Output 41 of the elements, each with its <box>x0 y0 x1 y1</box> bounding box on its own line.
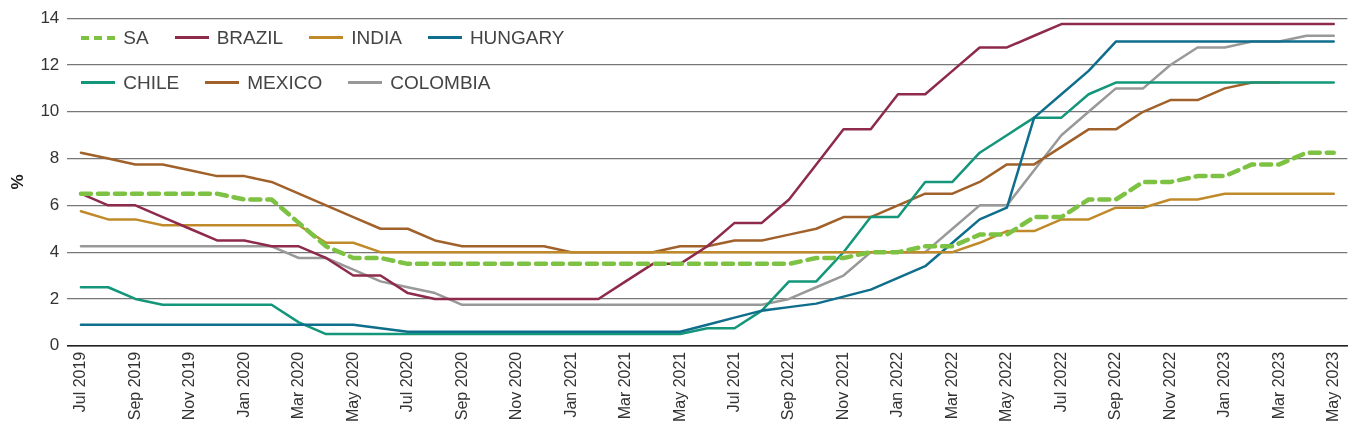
y-tick-label: 10 <box>40 101 60 121</box>
y-tick-label: 4 <box>49 241 60 261</box>
x-tick-label: Jul 2021 <box>724 351 742 413</box>
x-tick-label: Jul 2019 <box>71 351 89 413</box>
x-tick-label: May 2023 <box>1324 351 1342 422</box>
legend-label: CHILE <box>123 71 180 94</box>
y-tick-label: 6 <box>49 195 60 215</box>
y-tick-label: 8 <box>49 148 60 168</box>
x-tick-label: Sep 2022 <box>1106 351 1124 421</box>
y-tick-label: 0 <box>49 335 60 355</box>
x-tick-label: Nov 2022 <box>1160 351 1178 421</box>
x-tick-label: May 2021 <box>670 351 688 422</box>
legend-label: INDIA <box>351 26 402 49</box>
x-tick-label: Sep 2021 <box>779 351 797 421</box>
x-tick-label: Nov 2020 <box>507 351 525 421</box>
x-tick-label: Jul 2020 <box>398 351 416 413</box>
x-tick-label: Jan 2022 <box>888 351 906 418</box>
x-tick-label: May 2020 <box>343 351 361 422</box>
x-tick-label: Jul 2022 <box>1051 351 1069 413</box>
x-tick-label: Mar 2022 <box>942 351 960 420</box>
y-tick-label: 12 <box>40 54 60 74</box>
x-tick-label: Nov 2019 <box>180 351 198 421</box>
x-tick-label: Nov 2021 <box>833 351 851 421</box>
x-tick-label: Sep 2020 <box>452 351 470 421</box>
y-tick-label: 14 <box>40 7 60 27</box>
x-tick-label: Jan 2023 <box>1215 351 1233 418</box>
line-series <box>78 150 1336 267</box>
x-tick-label: May 2022 <box>997 351 1015 422</box>
legend-label: COLOMBIA <box>390 71 491 94</box>
y-tick-label: 2 <box>49 288 60 308</box>
legend-label: SA <box>123 26 149 49</box>
legend-label: HUNGARY <box>469 26 565 49</box>
y-axis-title: % <box>7 174 27 190</box>
x-tick-label: Mar 2020 <box>289 351 307 420</box>
x-tick-label: Jan 2020 <box>234 351 252 418</box>
legend-label: BRAZIL <box>216 26 284 49</box>
x-tick-label: Mar 2023 <box>1269 351 1287 420</box>
x-tick-label: Mar 2021 <box>616 351 634 420</box>
x-tick-label: Jan 2021 <box>561 351 579 418</box>
legend-label: MEXICO <box>247 71 323 94</box>
x-tick-label: Sep 2019 <box>125 351 143 421</box>
